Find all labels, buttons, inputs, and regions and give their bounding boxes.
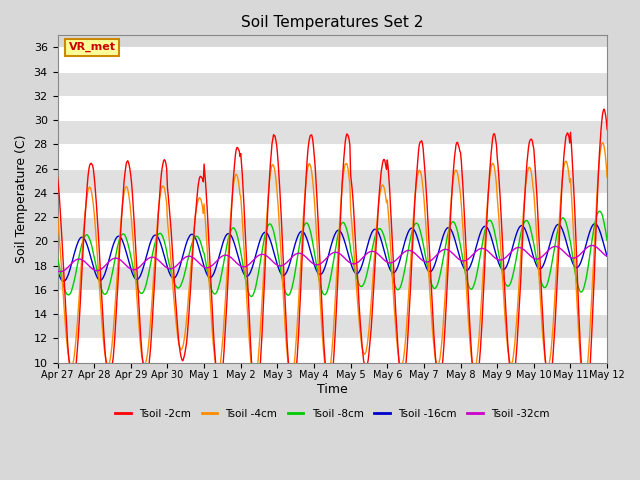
- Bar: [58, 193, 607, 217]
- Legend: Tsoil -2cm, Tsoil -4cm, Tsoil -8cm, Tsoil -16cm, Tsoil -32cm: Tsoil -2cm, Tsoil -4cm, Tsoil -8cm, Tsoi…: [111, 405, 554, 423]
- Y-axis label: Soil Temperature (C): Soil Temperature (C): [15, 135, 28, 263]
- Bar: [58, 338, 607, 363]
- Bar: [58, 290, 607, 314]
- Bar: [58, 266, 607, 290]
- Bar: [58, 217, 607, 241]
- Bar: [58, 168, 607, 193]
- Text: VR_met: VR_met: [68, 42, 115, 52]
- Bar: [58, 241, 607, 266]
- Bar: [58, 96, 607, 120]
- Bar: [58, 72, 607, 96]
- Bar: [58, 314, 607, 338]
- Bar: [58, 48, 607, 72]
- Bar: [58, 144, 607, 168]
- Title: Soil Temperatures Set 2: Soil Temperatures Set 2: [241, 15, 424, 30]
- X-axis label: Time: Time: [317, 383, 348, 396]
- Bar: [58, 120, 607, 144]
